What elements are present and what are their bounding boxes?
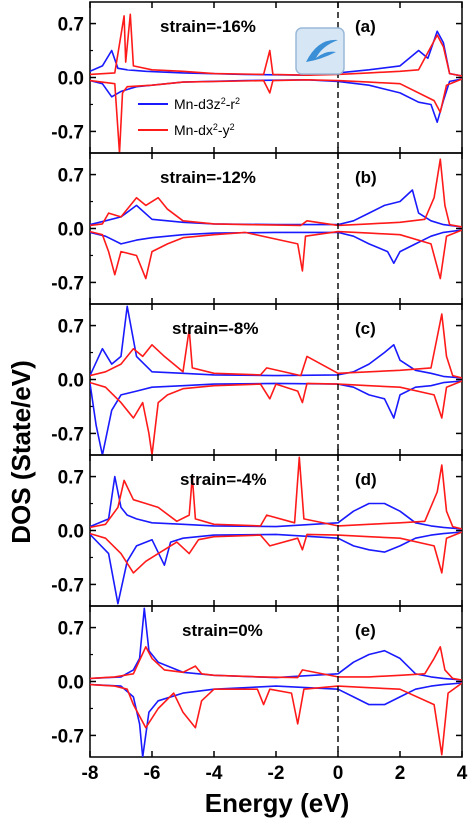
series-d3z2-up bbox=[90, 305, 462, 379]
strain-label: strain=-4% bbox=[180, 470, 266, 489]
series-d3z2-down bbox=[90, 682, 462, 757]
y-tick-label: 0.0 bbox=[58, 522, 84, 543]
x-axis-label: Energy (eV) bbox=[205, 788, 350, 818]
x-tick-label: -6 bbox=[144, 763, 161, 784]
panel-e: 0.7 0.0 -0.7 strain=0% (e) bbox=[51, 605, 463, 758]
series-dx2-down bbox=[90, 229, 462, 280]
panel-d: 0.7 0.0 -0.7 strain=-4% (d) bbox=[51, 454, 463, 607]
strain-label: strain=0% bbox=[182, 621, 263, 640]
series-dx2-up bbox=[90, 456, 462, 530]
y-tick-label: -0.7 bbox=[51, 575, 84, 596]
y-tick-label: 0.0 bbox=[58, 371, 84, 392]
y-tick-label: 0.7 bbox=[58, 15, 84, 36]
series-dx2-up bbox=[90, 313, 462, 379]
series-dx2-down bbox=[90, 78, 462, 153]
series-dx2-up bbox=[90, 13, 462, 77]
panel-b: 0.7 0.0 -0.7 strain=-12% (b) bbox=[51, 152, 463, 305]
series-d3z2-down bbox=[90, 531, 462, 605]
y-tick-label: -0.7 bbox=[51, 122, 84, 143]
series-d3z2-up bbox=[90, 475, 462, 530]
series-dx2-up bbox=[90, 646, 462, 681]
plot-area bbox=[90, 456, 462, 605]
x-tick-label: -2 bbox=[268, 763, 285, 784]
plot-area bbox=[90, 13, 462, 153]
y-tick-label: -0.7 bbox=[51, 726, 84, 747]
x-tick-label: 0 bbox=[333, 763, 344, 784]
legend-label-dx2: Mn-dx2-y2 bbox=[174, 122, 235, 138]
strain-label: strain=-12% bbox=[160, 168, 256, 187]
panel-letter: (b) bbox=[355, 168, 377, 187]
strain-label: strain=-8% bbox=[172, 319, 258, 338]
y-tick-label: 0.7 bbox=[58, 166, 84, 187]
series-dx2-down bbox=[90, 531, 462, 574]
panel-c: 0.7 0.0 -0.7 strain=-8% (c) bbox=[51, 303, 463, 456]
panel-letter: (c) bbox=[355, 319, 376, 338]
series-dx2-down bbox=[90, 380, 462, 455]
y-tick-label: 0.0 bbox=[58, 220, 84, 241]
panel-a: 0.7 0.0 -0.7 strain=-16% (a) bbox=[51, 1, 463, 154]
panel-frame bbox=[89, 152, 463, 305]
series-d3z2-down bbox=[90, 229, 462, 264]
x-tick-labels: -8 -6 -4 -2 0 2 4 bbox=[82, 763, 468, 784]
y-tick-label: -0.7 bbox=[51, 273, 84, 294]
panel-letter: (d) bbox=[355, 470, 377, 489]
x-tick-label: 4 bbox=[457, 763, 468, 784]
x-tick-label: -8 bbox=[82, 763, 99, 784]
panel-letter: (e) bbox=[355, 621, 376, 640]
strain-label: strain=-16% bbox=[160, 17, 256, 36]
y-axis-label: DOS (State/eV) bbox=[6, 360, 36, 544]
panel-frame bbox=[89, 303, 463, 456]
y-tick-label: 0.0 bbox=[58, 673, 84, 694]
series-d3z2-up bbox=[90, 189, 462, 228]
panel-letter: (a) bbox=[355, 17, 376, 36]
x-tick-label: 2 bbox=[395, 763, 406, 784]
series-d3z2-up bbox=[90, 607, 462, 681]
series-dx2-down bbox=[90, 682, 462, 756]
x-tick-label: -4 bbox=[206, 763, 223, 784]
series-dx2-up bbox=[90, 158, 462, 228]
plot-area bbox=[90, 305, 462, 455]
y-tick-label: 0.7 bbox=[58, 468, 84, 489]
y-tick-label: 0.7 bbox=[58, 619, 84, 640]
y-tick-label: -0.7 bbox=[51, 424, 84, 445]
watermark-logo bbox=[295, 27, 345, 75]
y-tick-label: 0.0 bbox=[58, 69, 84, 90]
panels-layer: 0.7 0.0 -0.7 strain=-16% (a) 0.7 0.0 -0.7 strain… bbox=[51, 1, 463, 758]
legend-label-d3z2: Mn-d3z2-r2 bbox=[174, 96, 240, 112]
y-tick-label: 0.7 bbox=[58, 317, 84, 338]
plot-area bbox=[90, 607, 462, 757]
panel-frame bbox=[89, 454, 463, 607]
legend: Mn-d3z2-r2 Mn-dx2-y2 bbox=[138, 96, 240, 138]
plot-area bbox=[90, 158, 462, 280]
